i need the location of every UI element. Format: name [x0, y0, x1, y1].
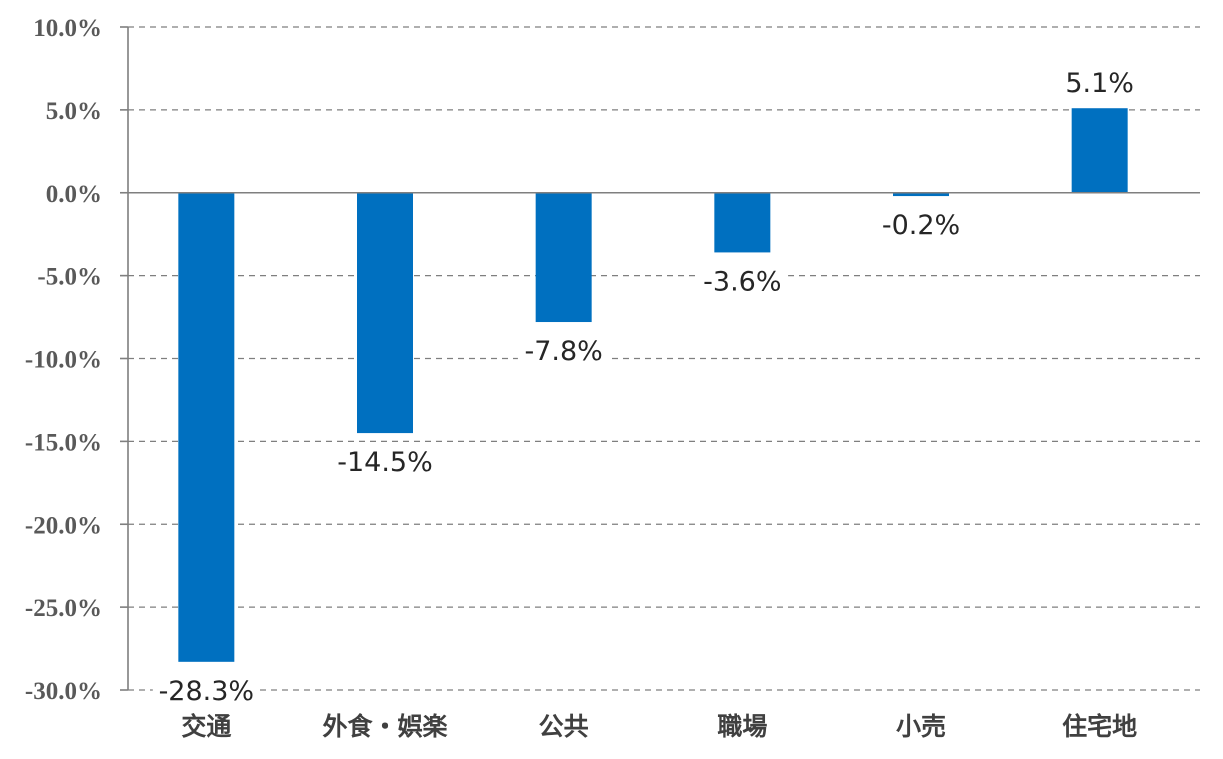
- bar: [178, 192, 235, 662]
- x-tick-label: 外食・娯楽: [322, 712, 448, 741]
- data-label: 5.1%: [1065, 68, 1134, 99]
- x-tick-label: 公共: [539, 712, 589, 741]
- bars: [178, 108, 1128, 662]
- y-tick-label: -10.0%: [25, 347, 102, 374]
- data-label-background: [696, 263, 789, 298]
- y-tick-label: -25.0%: [25, 595, 102, 622]
- data-label: -7.8%: [524, 336, 602, 367]
- x-tick-label: 小売: [896, 712, 946, 741]
- y-tick-label: -15.0%: [25, 429, 102, 456]
- data-label: -3.6%: [703, 266, 781, 297]
- bar: [714, 192, 771, 253]
- y-tick-label: -5.0%: [37, 264, 102, 291]
- x-tick-label: 住宅地: [1062, 712, 1137, 741]
- data-label-background: [331, 444, 439, 479]
- y-axis-tick-labels: 10.0% 5.0% 0.0% -5.0% -10.0% -15.0% -20.0% -25.…: [25, 15, 102, 705]
- bar: [357, 192, 413, 434]
- data-label-background: [1061, 65, 1138, 100]
- bar: [893, 192, 949, 197]
- y-tick-label: 0.0%: [46, 181, 102, 208]
- y-tick-label: -20.0%: [25, 512, 102, 539]
- data-labels: -28.3% -14.5% -7.8% -3.6% -0.2% 5.1%: [152, 65, 1138, 707]
- data-label-background: [152, 672, 260, 707]
- bar: [1071, 108, 1128, 193]
- y-tick-label: -30.0%: [25, 678, 102, 705]
- gridlines: [120, 26, 1200, 691]
- axes: [127, 27, 1200, 690]
- data-label-background: [517, 333, 610, 368]
- data-label: -28.3%: [159, 676, 255, 707]
- x-tick-label: 職場: [717, 712, 767, 741]
- x-axis-tick-labels: 交通 外食・娯楽 公共 職場 小売 住宅地: [181, 712, 1137, 741]
- data-label-background: [875, 207, 967, 242]
- y-tick-label: 5.0%: [46, 98, 102, 125]
- x-tick-label: 交通: [181, 712, 231, 741]
- bar: [535, 192, 592, 323]
- data-label: -14.5%: [337, 447, 433, 478]
- data-label: -0.2%: [882, 210, 960, 241]
- y-tick-label: 10.0%: [33, 15, 102, 42]
